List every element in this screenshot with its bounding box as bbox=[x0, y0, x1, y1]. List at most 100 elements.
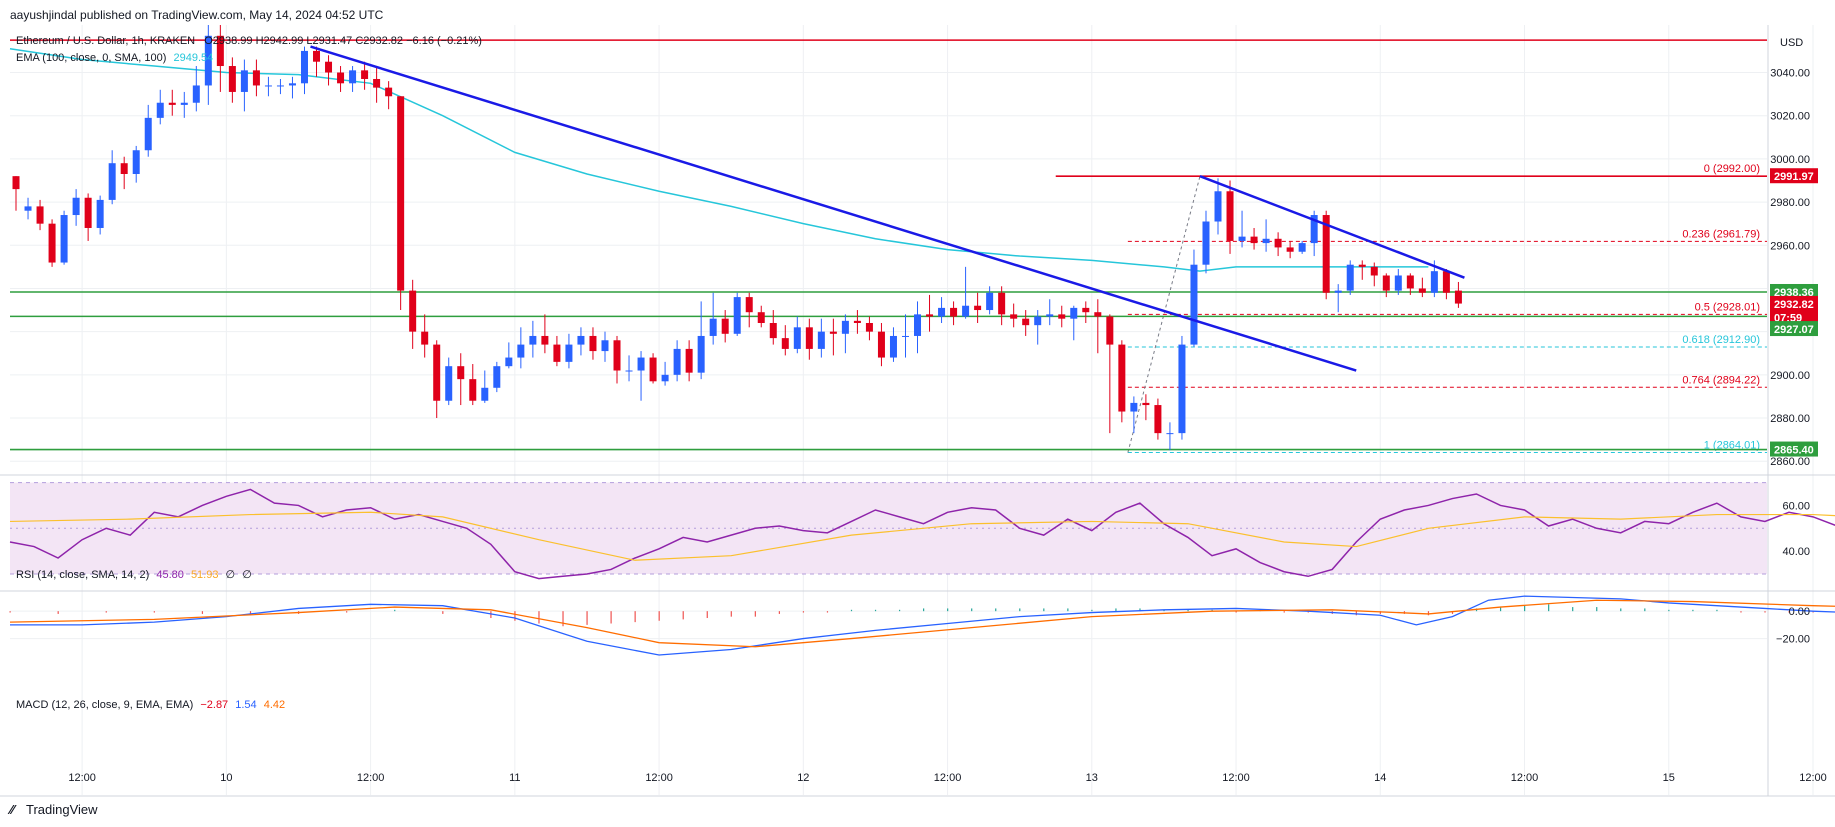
candle-body[interactable] bbox=[1346, 264, 1354, 291]
candle-body[interactable] bbox=[1454, 290, 1462, 304]
candle-body[interactable] bbox=[529, 335, 537, 345]
price-axis[interactable]: 3040.003020.003000.002980.002960.002940.… bbox=[1770, 68, 1818, 646]
candle-body[interactable] bbox=[1178, 344, 1186, 434]
candle-body[interactable] bbox=[108, 163, 116, 200]
candle-body[interactable] bbox=[649, 357, 657, 382]
candle-body[interactable] bbox=[889, 335, 897, 358]
candle-body[interactable] bbox=[601, 340, 609, 352]
candle-body[interactable] bbox=[1442, 271, 1450, 293]
candle-body[interactable] bbox=[409, 290, 417, 332]
candle-body[interactable] bbox=[661, 374, 669, 382]
candle-body[interactable] bbox=[421, 331, 429, 345]
candle-body[interactable] bbox=[974, 305, 982, 311]
candle-body[interactable] bbox=[553, 344, 561, 362]
candle-body[interactable] bbox=[505, 357, 513, 367]
candle-body[interactable] bbox=[252, 70, 260, 86]
candle-body[interactable] bbox=[349, 70, 357, 84]
candle-body[interactable] bbox=[1118, 344, 1126, 412]
candle-body[interactable] bbox=[1250, 236, 1258, 244]
candle-body[interactable] bbox=[36, 206, 44, 224]
candle-body[interactable] bbox=[1202, 221, 1210, 265]
candle-body[interactable] bbox=[769, 323, 777, 339]
candle-body[interactable] bbox=[469, 379, 477, 401]
candle-body[interactable] bbox=[1022, 318, 1030, 326]
candle-body[interactable] bbox=[313, 50, 321, 62]
time-axis[interactable]: 12:00 10 12:00 11 12:00 12 12:00 13 12:00 14 12:00… bbox=[68, 772, 1835, 784]
candle-body[interactable] bbox=[541, 335, 549, 345]
candle-body[interactable] bbox=[565, 344, 573, 362]
candle-body[interactable] bbox=[637, 357, 645, 371]
candle-body[interactable] bbox=[962, 305, 970, 317]
candle-body[interactable] bbox=[950, 307, 958, 317]
candle-body[interactable] bbox=[325, 61, 333, 73]
candle-body[interactable] bbox=[1370, 266, 1378, 276]
candle-body[interactable] bbox=[493, 366, 501, 388]
ema-legend[interactable]: EMA (100, close, 0, SMA, 100) 2949.54 bbox=[16, 52, 213, 64]
candle-body[interactable] bbox=[1382, 275, 1390, 291]
candle-body[interactable] bbox=[926, 314, 934, 317]
candle-body[interactable] bbox=[373, 78, 381, 88]
candle-body[interactable] bbox=[1130, 402, 1138, 412]
candle-body[interactable] bbox=[793, 327, 801, 349]
candle-body[interactable] bbox=[914, 314, 922, 336]
candle-body[interactable] bbox=[998, 292, 1006, 315]
candle-body[interactable] bbox=[12, 176, 20, 190]
candle-body[interactable] bbox=[577, 335, 585, 345]
candle-body[interactable] bbox=[1418, 288, 1426, 293]
candle-body[interactable] bbox=[1034, 316, 1042, 326]
candle-body[interactable] bbox=[132, 150, 140, 174]
candle-body[interactable] bbox=[192, 85, 200, 103]
candle-body[interactable] bbox=[673, 348, 681, 375]
candle-body[interactable] bbox=[986, 292, 994, 311]
candle-body[interactable] bbox=[204, 35, 212, 86]
macd-legend[interactable]: MACD (12, 26, close, 9, EMA, EMA) −2.87 … bbox=[16, 699, 285, 711]
candle-body[interactable] bbox=[337, 72, 345, 84]
candle-body[interactable] bbox=[481, 387, 489, 401]
candle-body[interactable] bbox=[1310, 215, 1318, 244]
candle-body[interactable] bbox=[613, 340, 621, 371]
candle-body[interactable] bbox=[1070, 307, 1078, 319]
candle-body[interactable] bbox=[1430, 271, 1438, 293]
candle-body[interactable] bbox=[829, 331, 837, 334]
candle-body[interactable] bbox=[901, 335, 909, 337]
candle-body[interactable] bbox=[1154, 405, 1162, 434]
candle-body[interactable] bbox=[1334, 290, 1342, 293]
symbol-legend[interactable]: Ethereum / U.S. Dollar, 1h, KRAKEN O2938… bbox=[16, 35, 482, 47]
candle-body[interactable] bbox=[1322, 215, 1330, 293]
candle-body[interactable] bbox=[1046, 314, 1054, 317]
candle-body[interactable] bbox=[457, 366, 465, 380]
candle-body[interactable] bbox=[589, 335, 597, 352]
trend-line[interactable] bbox=[310, 45, 1357, 372]
rsi-legend[interactable]: RSI (14, close, SMA, 14, 2) 45.80 51.93 … bbox=[16, 568, 252, 581]
candle-body[interactable] bbox=[288, 83, 296, 86]
candle-body[interactable] bbox=[168, 102, 176, 105]
candle-body[interactable] bbox=[685, 348, 693, 373]
candle-body[interactable] bbox=[1082, 307, 1090, 313]
candle-body[interactable] bbox=[721, 318, 729, 334]
candle-body[interactable] bbox=[180, 102, 188, 105]
candle-body[interactable] bbox=[1166, 433, 1174, 435]
candle-body[interactable] bbox=[144, 117, 152, 151]
candle-body[interactable] bbox=[1274, 238, 1282, 248]
macd-pane[interactable] bbox=[9, 595, 1835, 656]
candle-body[interactable] bbox=[841, 320, 849, 334]
candle-body[interactable] bbox=[733, 297, 741, 334]
candle-body[interactable] bbox=[300, 50, 308, 84]
candle-body[interactable] bbox=[1010, 314, 1018, 319]
candle-body[interactable] bbox=[1262, 238, 1270, 244]
candle-body[interactable] bbox=[1286, 247, 1294, 252]
candle-body[interactable] bbox=[877, 331, 885, 358]
candle-body[interactable] bbox=[517, 344, 525, 358]
trend-line[interactable] bbox=[1199, 174, 1465, 279]
candle-body[interactable] bbox=[745, 297, 753, 313]
candle-body[interactable] bbox=[264, 85, 272, 87]
candle-body[interactable] bbox=[216, 35, 224, 67]
candle-body[interactable] bbox=[228, 66, 236, 92]
candle-body[interactable] bbox=[1058, 314, 1066, 319]
candle-body[interactable] bbox=[1190, 264, 1198, 345]
candle-body[interactable] bbox=[1238, 236, 1246, 241]
candle-body[interactable] bbox=[120, 163, 128, 174]
candle-body[interactable] bbox=[1142, 402, 1150, 406]
candle-body[interactable] bbox=[445, 366, 453, 401]
